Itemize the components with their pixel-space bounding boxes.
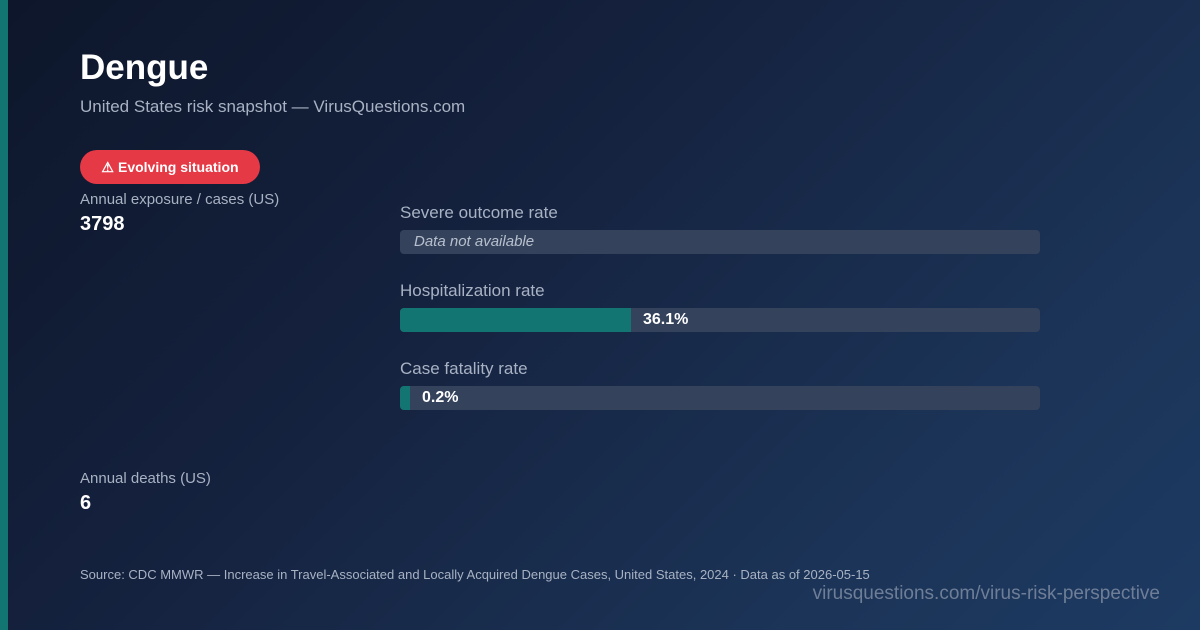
metric-value: 36.1% — [643, 311, 689, 328]
accent-bar — [0, 0, 8, 630]
metric-hospitalization: Hospitalization rate 36.1% — [400, 280, 1040, 332]
page-title: Dengue — [80, 48, 209, 87]
metric-bar-fill — [400, 308, 631, 332]
metric-bar-track: Data not available — [400, 230, 1040, 254]
metric-case-fatality: Case fatality rate 0.2% — [400, 358, 1040, 410]
metric-label: Case fatality rate — [400, 359, 528, 378]
metric-label: Hospitalization rate — [400, 281, 545, 300]
deaths-value: 6 — [80, 492, 92, 514]
metric-unavailable-text: Data not available — [414, 233, 535, 250]
metric-bar-fill — [400, 386, 410, 410]
metric-bar-track: 36.1% — [400, 308, 1040, 332]
metric-bar-track: 0.2% — [400, 386, 1040, 410]
exposure-value: 3798 — [80, 213, 125, 235]
source-note: Source: CDC MMWR — Increase in Travel-As… — [80, 567, 870, 582]
status-badge: ⚠ Evolving situation — [80, 150, 260, 184]
metric-label: Severe outcome rate — [400, 203, 558, 222]
metric-value: 0.2% — [422, 389, 459, 406]
deaths-label: Annual deaths (US) — [80, 470, 211, 487]
page-subtitle: United States risk snapshot — VirusQuest… — [80, 97, 466, 116]
warning-icon: ⚠ — [101, 158, 114, 175]
status-badge-label: Evolving situation — [117, 159, 239, 175]
metric-severe-outcome: Severe outcome rate Data not available — [400, 202, 1040, 254]
site-url: virusquestions.com/virus-risk-perspectiv… — [812, 583, 1160, 604]
exposure-label: Annual exposure / cases (US) — [80, 191, 280, 208]
